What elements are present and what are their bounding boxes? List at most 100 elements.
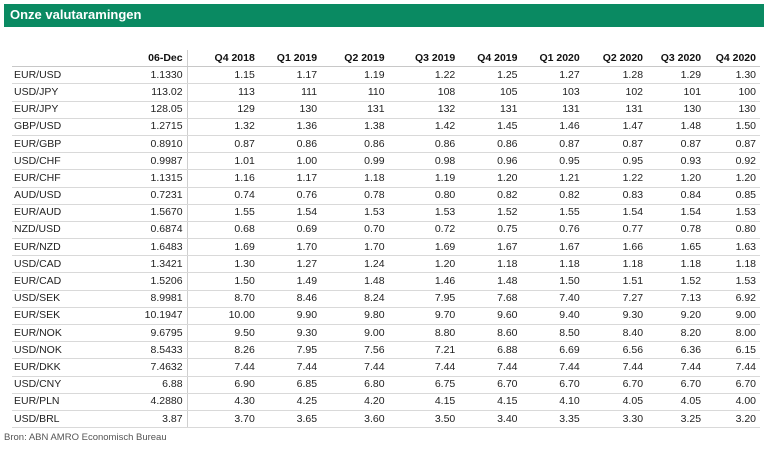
rate-cell: 0.92 [705, 152, 760, 171]
rate-cell: 8.50 [521, 324, 584, 343]
header-row: 06-Dec Q4 2018 Q1 2019 Q2 2019 Q3 2019 Q4 201… [12, 50, 760, 68]
rate-cell: 7.95 [258, 341, 322, 360]
rate-cell: 0.75 [459, 221, 522, 240]
rate-cell: 1.67 [459, 238, 522, 257]
rate-cell: 6.88 [459, 341, 522, 360]
rate-cell: 1.18 [521, 255, 584, 274]
rate-cell: 1.5206 [98, 272, 188, 291]
rate-cell: 6.70 [705, 376, 760, 394]
rate-cell: 1.32 [187, 118, 259, 136]
rate-cell: 1.69 [187, 238, 259, 257]
rate-cell: 3.40 [459, 410, 522, 429]
rate-cell: 100 [705, 83, 760, 102]
rate-cell: 1.17 [258, 169, 322, 188]
column-header: Q3 2020 [647, 50, 706, 68]
currency-pair-cell: EUR/GBP [12, 135, 99, 154]
column-header: Q3 2019 [388, 50, 460, 68]
rate-cell: 1.20 [388, 255, 460, 274]
rate-cell: 7.44 [258, 358, 322, 377]
rate-cell: 128.05 [98, 101, 188, 119]
table-row: EUR/JPY 128.05 129 130 131 132 131 131 131 130 130 [12, 101, 760, 119]
column-header: Q2 2019 [321, 50, 389, 68]
rate-cell: 0.80 [705, 221, 760, 240]
rate-cell: 7.95 [388, 290, 460, 308]
table-row: EUR/AUD 1.5670 1.55 1.54 1.53 1.53 1.52 1.55 1.5… [12, 204, 760, 222]
rate-cell: 1.00 [258, 152, 322, 171]
rate-cell: 113 [187, 83, 259, 102]
currency-pair-cell: USD/JPY [12, 83, 99, 102]
page-title: Onze valutaramingen [10, 7, 142, 22]
rate-cell: 0.7231 [98, 187, 188, 205]
rate-cell: 6.70 [583, 376, 648, 394]
rate-cell: 7.21 [388, 341, 460, 360]
rate-cell: 7.44 [459, 358, 522, 377]
column-header: Q1 2019 [258, 50, 322, 68]
rate-cell: 6.88 [98, 376, 188, 394]
rate-cell: 8.00 [705, 324, 760, 343]
rate-cell: 1.54 [647, 204, 706, 222]
rate-cell: 1.38 [321, 118, 389, 136]
rate-cell: 1.36 [258, 118, 322, 136]
rate-cell: 130 [705, 101, 760, 119]
rate-cell: 0.76 [258, 187, 322, 205]
rate-cell: 1.5670 [98, 204, 188, 222]
rate-cell: 7.44 [321, 358, 389, 377]
rate-cell: 1.16 [187, 169, 259, 188]
rate-cell: 1.2715 [98, 118, 188, 136]
rate-cell: 3.70 [187, 410, 259, 429]
rate-cell: 111 [258, 83, 322, 102]
table-row: EUR/PLN 4.2880 4.30 4.25 4.20 4.15 4.15 4.10 4.0… [12, 393, 760, 411]
rate-cell: 6.56 [583, 341, 648, 360]
rate-cell: 8.24 [321, 290, 389, 308]
currency-pair-cell: EUR/AUD [12, 204, 99, 222]
rate-cell: 1.54 [583, 204, 648, 222]
rate-cell: 1.42 [388, 118, 460, 136]
column-header: 06-Dec [98, 50, 188, 68]
rate-cell: 10.1947 [98, 307, 188, 326]
rate-cell: 1.54 [258, 204, 322, 222]
rate-cell: 0.87 [647, 135, 706, 154]
table-row: USD/CNY 6.88 6.90 6.85 6.80 6.75 6.70 6.70 6.70 6… [12, 376, 760, 394]
rate-cell: 7.44 [705, 358, 760, 377]
table-row: AUD/USD 0.7231 0.74 0.76 0.78 0.80 0.82 0.82 0.8… [12, 187, 760, 205]
rate-cell: 0.83 [583, 187, 648, 205]
rate-cell: 0.78 [647, 221, 706, 240]
rate-cell: 6.70 [459, 376, 522, 394]
rate-cell: 8.60 [459, 324, 522, 343]
rate-cell: 9.00 [705, 307, 760, 326]
rate-cell: 1.47 [583, 118, 648, 136]
rate-cell: 0.86 [459, 135, 522, 154]
rate-cell: 4.05 [647, 393, 706, 411]
rate-cell: 0.68 [187, 221, 259, 240]
rate-cell: 4.10 [521, 393, 584, 411]
rate-cell: 9.40 [521, 307, 584, 326]
column-header: Q4 2019 [459, 50, 522, 68]
rate-cell: 7.44 [187, 358, 259, 377]
rate-cell: 1.21 [521, 169, 584, 188]
rate-cell: 0.98 [388, 152, 460, 171]
table-row: EUR/CAD 1.5206 1.50 1.49 1.48 1.46 1.48 1.50 1.5… [12, 272, 760, 291]
rate-cell: 1.19 [388, 169, 460, 188]
table-row: USD/BRL 3.87 3.70 3.65 3.60 3.50 3.40 3.35 3.30 3… [12, 410, 760, 429]
rate-cell: 8.9981 [98, 290, 188, 308]
currency-pair-cell: EUR/CHF [12, 169, 99, 188]
rate-cell: 1.48 [647, 118, 706, 136]
rate-cell: 1.48 [459, 272, 522, 291]
rate-cell: 1.20 [459, 169, 522, 188]
table-row: GBP/USD 1.2715 1.32 1.36 1.38 1.42 1.45 1.46 1.4… [12, 118, 760, 136]
rate-cell: 1.53 [321, 204, 389, 222]
currency-pair-cell: USD/SEK [12, 290, 99, 308]
rate-cell: 9.90 [258, 307, 322, 326]
rate-cell: 105 [459, 83, 522, 102]
rate-cell: 1.19 [321, 66, 389, 85]
rate-cell: 7.44 [647, 358, 706, 377]
rate-cell: 131 [521, 101, 584, 119]
currency-pair-cell: EUR/PLN [12, 393, 99, 411]
rate-cell: 0.85 [705, 187, 760, 205]
rate-cell: 130 [647, 101, 706, 119]
rate-cell: 113.02 [98, 83, 188, 102]
rate-cell: 1.67 [521, 238, 584, 257]
rate-cell: 0.87 [583, 135, 648, 154]
table-row: USD/CAD 1.3421 1.30 1.27 1.24 1.20 1.18 1.18 1.1… [12, 255, 760, 274]
column-header: Q4 2020 [705, 50, 760, 68]
